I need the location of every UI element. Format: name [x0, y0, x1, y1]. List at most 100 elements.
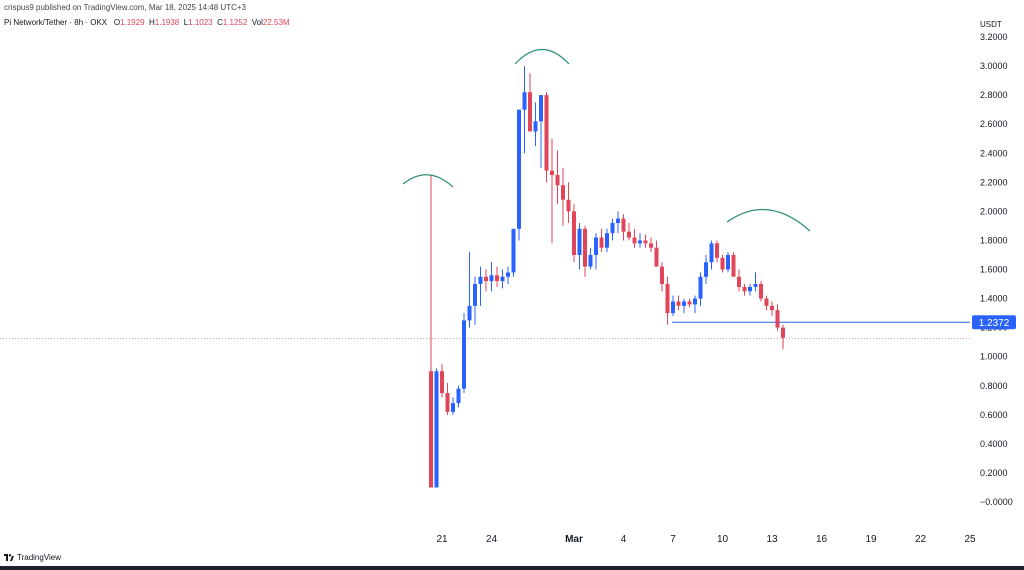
candle-body[interactable]	[467, 305, 472, 321]
candle-body[interactable]	[693, 298, 697, 305]
candle-body[interactable]	[555, 175, 560, 186]
candle-body[interactable]	[539, 95, 543, 122]
y-tick-label: 3.0000	[980, 61, 1008, 71]
candle-body[interactable]	[429, 371, 433, 488]
candle-body[interactable]	[715, 243, 719, 258]
candle-body[interactable]	[588, 254, 593, 267]
candle-body[interactable]	[473, 284, 477, 306]
candle-body[interactable]	[638, 240, 642, 244]
candle-body[interactable]	[572, 211, 576, 255]
candle-body[interactable]	[434, 371, 439, 488]
candle-body[interactable]	[726, 254, 730, 270]
y-tick-label: 0.8000	[980, 381, 1008, 391]
candle-body[interactable]	[742, 286, 747, 292]
candle-body[interactable]	[632, 237, 637, 244]
candle-body[interactable]	[583, 228, 587, 267]
candle-body[interactable]	[462, 320, 466, 389]
candle-body[interactable]	[676, 301, 681, 306]
low-value: 1.1023	[188, 18, 213, 27]
x-tick-label: 16	[816, 534, 828, 545]
candle-body[interactable]	[616, 218, 620, 223]
open-value: 1.1929	[120, 18, 145, 27]
x-tick-label: 10	[717, 534, 729, 545]
candle-body[interactable]	[440, 371, 444, 394]
y-tick-label: 0.4000	[980, 439, 1008, 449]
candle-body[interactable]	[522, 92, 527, 110]
x-tick-label: 4	[621, 534, 627, 545]
candle-body[interactable]	[445, 393, 450, 412]
candle-body[interactable]	[682, 301, 686, 306]
x-tick-label: 19	[865, 534, 877, 545]
footer: TradingView	[4, 553, 61, 562]
candle-body[interactable]	[709, 243, 714, 263]
y-tick-label: 1.0000	[980, 352, 1008, 362]
candle-body[interactable]	[484, 276, 488, 282]
high-label: H	[148, 18, 155, 27]
candle-body[interactable]	[517, 109, 521, 229]
y-tick-label: 0.2000	[980, 468, 1008, 478]
right-shoulder-arc	[726, 208, 811, 232]
candle-body[interactable]	[605, 233, 609, 248]
candle-body[interactable]	[594, 237, 598, 255]
y-tick-label: 2.6000	[980, 119, 1008, 129]
candle-body[interactable]	[775, 310, 780, 328]
x-tick-label: 13	[766, 534, 778, 545]
candle-body[interactable]	[511, 228, 516, 273]
candle-body[interactable]	[737, 276, 741, 287]
candle-body[interactable]	[495, 275, 499, 282]
y-axis-unit: USDT	[980, 20, 1002, 29]
candle-body[interactable]	[748, 286, 752, 292]
candle-body[interactable]	[731, 254, 736, 277]
candlestick-chart[interactable]: 3.2000 3.0000 2.8000 2.6000 2.4000 2.2000 2.00…	[0, 0, 1024, 552]
candle-body[interactable]	[660, 266, 664, 285]
candle-body[interactable]	[627, 231, 631, 238]
y-tick-label: 1.6000	[980, 265, 1008, 275]
head-arc	[514, 49, 570, 65]
y-tick-label: 0.6000	[980, 410, 1008, 420]
x-tick-label: 22	[915, 534, 927, 545]
candle-body[interactable]	[456, 388, 461, 404]
candle-body[interactable]	[687, 301, 692, 305]
candle-body[interactable]	[500, 276, 505, 282]
candle-body[interactable]	[550, 170, 554, 176]
volume-label: Vol	[251, 18, 263, 27]
y-tick-label: 1.4000	[980, 294, 1008, 304]
publisher-line: crispus9 published on TradingView.com, M…	[4, 3, 246, 12]
candle-body[interactable]	[599, 237, 604, 248]
footer-brand[interactable]: TradingView	[17, 553, 62, 562]
left-shoulder-arc	[402, 174, 454, 188]
candle-body[interactable]	[770, 305, 774, 311]
x-tick-label: 24	[486, 534, 498, 545]
candle-body[interactable]	[753, 284, 758, 287]
candle-body[interactable]	[577, 228, 582, 255]
candle-body[interactable]	[643, 240, 648, 244]
x-tick-label: 7	[670, 534, 676, 545]
candle-body[interactable]	[533, 121, 538, 132]
candle-body[interactable]	[544, 95, 549, 171]
y-tick-label: −0.0000	[980, 497, 1013, 507]
candle-body[interactable]	[698, 276, 703, 299]
candle-body[interactable]	[478, 276, 483, 285]
candle-body[interactable]	[610, 223, 615, 234]
candle-body[interactable]	[506, 272, 510, 277]
bottom-bar	[0, 566, 1024, 570]
symbol-legend: Pi Network/Tether · 8h · OKX O1.1929 H1.…	[4, 18, 290, 27]
candle-body[interactable]	[781, 327, 785, 338]
candle-body[interactable]	[764, 298, 769, 306]
candle-body[interactable]	[566, 199, 571, 212]
symbol-name[interactable]: Pi Network/Tether · 8h · OKX	[4, 18, 108, 27]
candle-body[interactable]	[665, 284, 670, 314]
candle-body[interactable]	[759, 284, 763, 299]
candle-body[interactable]	[704, 262, 708, 277]
candle-body[interactable]	[671, 301, 675, 314]
candle-body[interactable]	[489, 275, 494, 282]
candle-body[interactable]	[720, 257, 725, 270]
volume-value: 22.53M	[262, 18, 290, 27]
candle-body[interactable]	[528, 92, 532, 132]
candle-body[interactable]	[654, 247, 659, 267]
y-tick-label: 3.2000	[980, 32, 1008, 42]
candle-body[interactable]	[649, 243, 653, 248]
candle-body[interactable]	[621, 218, 626, 232]
candle-body[interactable]	[561, 185, 565, 200]
candle-body[interactable]	[451, 403, 455, 412]
